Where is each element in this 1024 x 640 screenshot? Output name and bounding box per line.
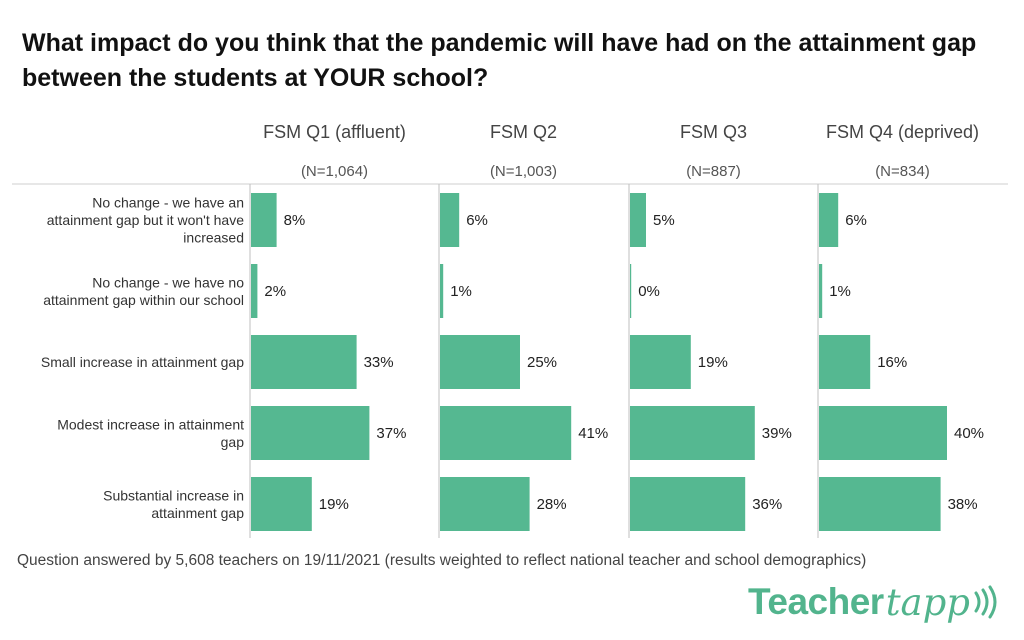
data-label: 0% [638, 283, 660, 300]
bar [630, 335, 691, 389]
bar [819, 477, 941, 531]
logo-word-teacher: Teacher [748, 581, 884, 622]
bar [440, 406, 572, 460]
data-label: 6% [466, 212, 488, 229]
data-label: 36% [752, 496, 782, 513]
data-label: 25% [527, 354, 557, 371]
panel-title: FSM Q1 (affluent) [263, 122, 406, 142]
bar [630, 477, 746, 531]
category-label: Modest increase in attainment [57, 416, 244, 432]
category-label: increased [183, 230, 244, 246]
logo-word-tapp: tapp [885, 580, 970, 624]
data-label: 2% [264, 283, 286, 300]
data-label: 8% [284, 212, 306, 229]
data-label: 19% [698, 354, 728, 371]
data-label: 6% [845, 212, 867, 229]
data-label: 16% [877, 354, 907, 371]
bar [251, 264, 258, 318]
bar [440, 477, 530, 531]
data-label: 28% [537, 496, 567, 513]
category-label: No change - we have no [92, 274, 244, 290]
bar [630, 406, 755, 460]
data-label: 1% [829, 283, 851, 300]
bar [819, 406, 947, 460]
signal-waves-icon [974, 585, 997, 619]
category-label: Small increase in attainment gap [41, 354, 244, 370]
data-label: 19% [319, 496, 349, 513]
bar [440, 335, 520, 389]
category-label: attainment gap within our school [43, 292, 244, 308]
data-label: 40% [954, 425, 984, 442]
category-label: Substantial increase in [103, 487, 244, 503]
bar [440, 264, 444, 318]
data-label: 38% [948, 496, 978, 513]
panel-n-label: (N=834) [875, 163, 930, 180]
bar [251, 477, 312, 531]
bar [819, 193, 839, 247]
bar [440, 193, 460, 247]
data-label: 5% [653, 212, 675, 229]
panel-n-label: (N=1,064) [301, 163, 368, 180]
panel-title: FSM Q3 [680, 122, 747, 142]
bar [630, 193, 646, 247]
panel-n-label: (N=887) [686, 163, 741, 180]
bar [251, 193, 277, 247]
panel-n-label: (N=1,003) [490, 163, 557, 180]
teachertapp-logo: Teacher tapp [748, 578, 1006, 626]
data-label: 39% [762, 425, 792, 442]
bar [819, 335, 871, 389]
bar [251, 406, 370, 460]
data-label: 37% [376, 425, 406, 442]
data-label: 33% [364, 354, 394, 371]
category-label: attainment gap but it won't have [47, 212, 244, 228]
bar [819, 264, 823, 318]
panel-title: FSM Q2 [490, 122, 557, 142]
chart-title: What impact do you think that the pandem… [22, 29, 977, 92]
data-label: 1% [450, 283, 472, 300]
category-label: gap [221, 434, 245, 450]
bar [251, 335, 357, 389]
category-label: No change - we have an [92, 195, 244, 211]
bar [630, 264, 632, 318]
footnote: Question answered by 5,608 teachers on 1… [17, 552, 867, 569]
category-label: attainment gap [151, 505, 244, 521]
data-label: 41% [578, 425, 608, 442]
panel-title: FSM Q4 (deprived) [826, 122, 979, 142]
